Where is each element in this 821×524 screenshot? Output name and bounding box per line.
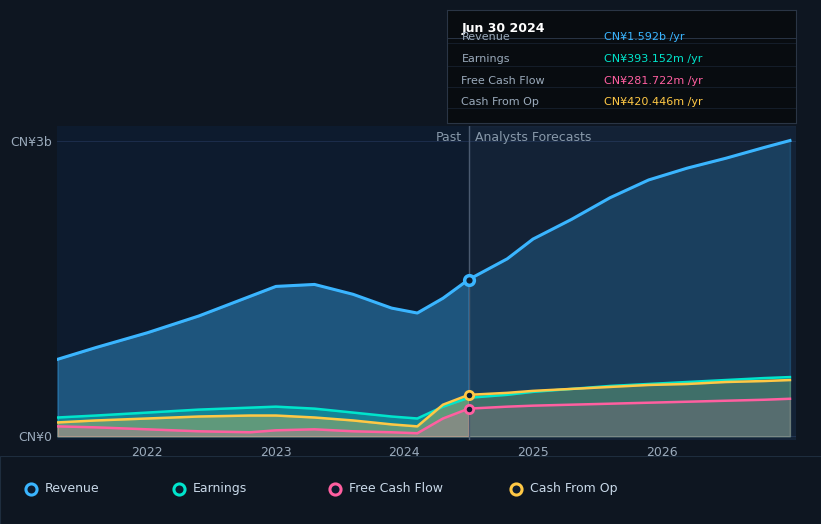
Text: Free Cash Flow: Free Cash Flow bbox=[461, 76, 545, 86]
Text: Past: Past bbox=[436, 130, 462, 144]
Text: CN¥420.446m /yr: CN¥420.446m /yr bbox=[604, 97, 703, 107]
Text: Earnings: Earnings bbox=[193, 482, 247, 495]
Text: Revenue: Revenue bbox=[461, 32, 510, 42]
Bar bbox=[469, 126, 796, 440]
Text: Jun 30 2024: Jun 30 2024 bbox=[461, 21, 545, 35]
Text: CN¥393.152m /yr: CN¥393.152m /yr bbox=[604, 54, 703, 64]
Text: Analysts Forecasts: Analysts Forecasts bbox=[475, 130, 591, 144]
Text: CN¥1.592b /yr: CN¥1.592b /yr bbox=[604, 32, 685, 42]
Text: Cash From Op: Cash From Op bbox=[530, 482, 617, 495]
Text: Free Cash Flow: Free Cash Flow bbox=[349, 482, 443, 495]
Text: Earnings: Earnings bbox=[461, 54, 510, 64]
Text: Revenue: Revenue bbox=[45, 482, 100, 495]
Text: Cash From Op: Cash From Op bbox=[461, 97, 539, 107]
Text: CN¥281.722m /yr: CN¥281.722m /yr bbox=[604, 76, 704, 86]
